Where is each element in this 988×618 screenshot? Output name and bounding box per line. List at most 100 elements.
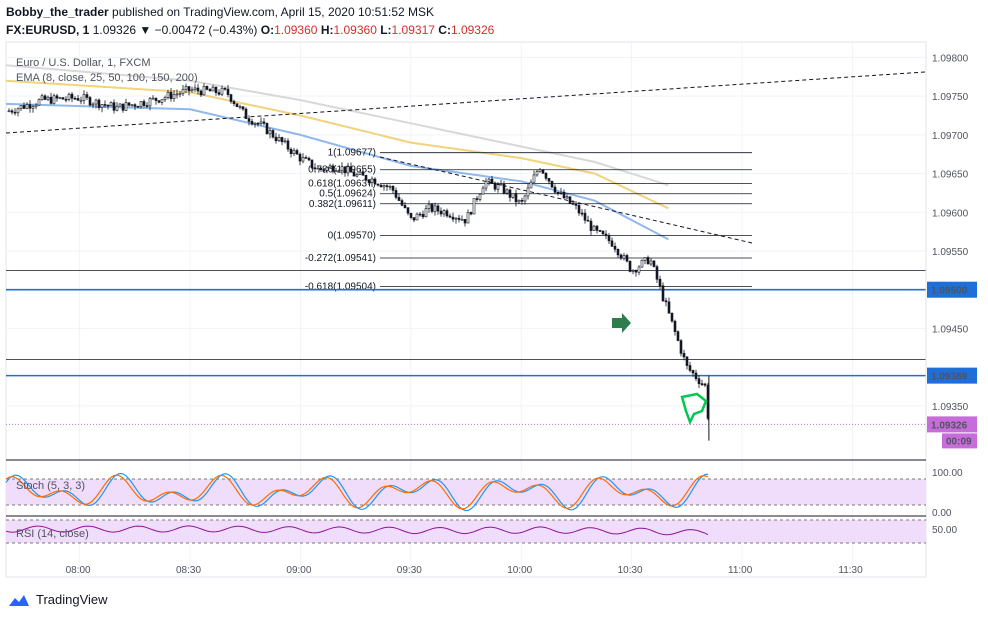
x-tick-label: 10:00 [507,565,532,576]
author-name[interactable]: Bobby_the_trader [6,5,109,19]
candle-body [604,233,608,236]
candle-body [25,104,29,109]
candle-body [37,99,41,106]
candle-body [640,260,644,268]
candle-body [367,179,371,183]
candle-body [151,97,155,100]
candle-body [109,102,113,107]
candle-body [88,97,92,106]
low-label: L: [380,23,392,37]
candle-body [346,166,350,174]
candle-body [154,97,158,101]
rsi-line [5,525,709,536]
candle-body [301,157,305,162]
candle-body [163,97,167,100]
candle-body [532,174,536,183]
publish-info: published on TradingView.com, April 15, … [112,5,435,19]
horizontal-levels[interactable] [6,269,926,425]
candle-body [7,110,11,113]
candle-body [613,245,617,250]
tradingview-logo-icon [9,594,29,606]
candle-body [598,230,602,232]
candle-body [463,219,467,224]
candle-body [400,200,404,206]
candle-body [106,104,110,107]
candle-body [205,86,209,90]
time-axis[interactable]: 08:00 08:30 09:00 09:30 10:00 10:30 11:00 11:30 [6,565,926,578]
candle-body [670,312,674,322]
candle-body [133,104,137,107]
candle-body [331,165,335,172]
candle-body [121,103,125,111]
candle-body [325,167,329,171]
candle-body [409,212,413,218]
y-tick-label: 1.09700 [932,131,969,142]
candle-body [475,198,479,200]
close-label: C: [438,23,451,37]
candle-body [424,208,428,218]
ohlc-line: FX:EURUSD, 1 1.09326 ▼ −0.00472 (−0.43%)… [6,23,494,37]
candle-body [700,383,704,385]
candle-body [34,104,38,107]
candle-body [256,122,260,125]
candle-body [535,171,539,176]
ema-lines [5,64,669,241]
candle-body [271,130,275,138]
candle-body [556,191,560,194]
rsi-band [6,520,926,543]
x-tick-label: 08:30 [176,565,201,576]
candle-body [373,178,377,185]
fib-level-label: 0.5(1.09624) [319,189,376,200]
candle-body [634,270,638,273]
candle-body [568,196,572,204]
candle-body [505,189,509,194]
brand-name: TradingView [36,592,108,607]
candle-body [214,86,218,93]
candle-body [244,108,248,119]
last-price: 1.09326 [92,23,137,37]
candle-body [493,182,497,190]
candle-body [58,97,62,99]
price-axis[interactable]: 1.09800 1.09750 1.09700 1.09650 1.09600 1.095… [925,42,969,577]
candle-body [526,187,530,197]
candle-body [436,205,440,212]
candle-body [415,213,419,221]
y-tick-label: 1.09800 [932,53,969,64]
stoch-band [6,479,926,505]
y-tick-label: 1.09450 [932,324,969,335]
fibonacci-retracement[interactable]: 1(1.09677)0.786(1.09655)0.618(1.09637)0.… [305,148,752,293]
candle-body [208,89,212,92]
arrow-right-icon[interactable] [612,313,631,333]
symbol-label: FX:EURUSD, 1 [6,23,90,37]
price-badge-label: 1.09326 [931,420,968,431]
lower-trendline[interactable] [379,156,753,244]
candle-body [646,257,650,265]
fib-level-label: 0.618(1.09637) [308,179,376,190]
candle-body [79,99,83,102]
candle-body [421,213,425,218]
candle-body [589,220,593,231]
candle-body [352,171,356,177]
candle-body [166,91,170,98]
price-badge [927,416,977,433]
candle-body [286,140,290,150]
fib-level-label: 0.382(1.09611) [309,199,376,210]
candle-body [13,111,17,114]
candle-body [661,285,665,302]
rsi-series-line [5,525,709,536]
footer[interactable]: TradingView [8,592,108,607]
candle-body [196,87,200,92]
candle-body [520,199,524,202]
close-value: 1.09326 [450,23,495,37]
candle-body [481,187,485,195]
candle-body [574,203,578,206]
candle-body [298,153,302,162]
candle-body [544,172,548,179]
candle-body [694,372,698,380]
thumbs-down-icon[interactable] [680,392,708,426]
candle-body [253,122,257,125]
candle-body [238,106,242,109]
candle-body [124,102,128,111]
candle-body [268,130,272,135]
